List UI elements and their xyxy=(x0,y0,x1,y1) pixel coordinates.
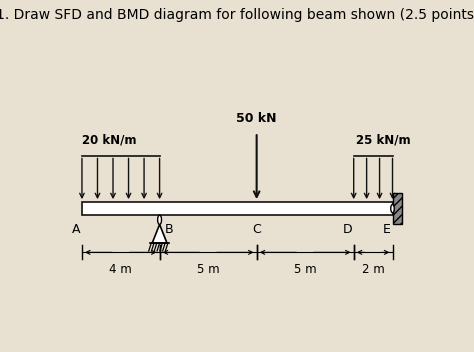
Text: 25 kN/m: 25 kN/m xyxy=(356,133,410,146)
Circle shape xyxy=(391,205,394,213)
Text: A: A xyxy=(72,224,81,237)
Bar xyxy=(82,202,392,215)
Polygon shape xyxy=(152,225,167,243)
Text: C: C xyxy=(252,224,261,237)
Text: 5 m: 5 m xyxy=(197,263,219,276)
Text: 4 m: 4 m xyxy=(109,263,132,276)
Text: 20 kN/m: 20 kN/m xyxy=(82,133,137,146)
Text: 2 m: 2 m xyxy=(362,263,384,276)
Text: E: E xyxy=(383,224,391,237)
Circle shape xyxy=(158,215,162,225)
Text: D: D xyxy=(343,224,353,237)
Bar xyxy=(392,194,402,224)
Text: B: B xyxy=(165,224,173,237)
Text: 1. Draw SFD and BMD diagram for following beam shown (2.5 points): 1. Draw SFD and BMD diagram for followin… xyxy=(0,8,474,23)
Text: 50 kN: 50 kN xyxy=(237,112,277,125)
Text: 5 m: 5 m xyxy=(294,263,317,276)
